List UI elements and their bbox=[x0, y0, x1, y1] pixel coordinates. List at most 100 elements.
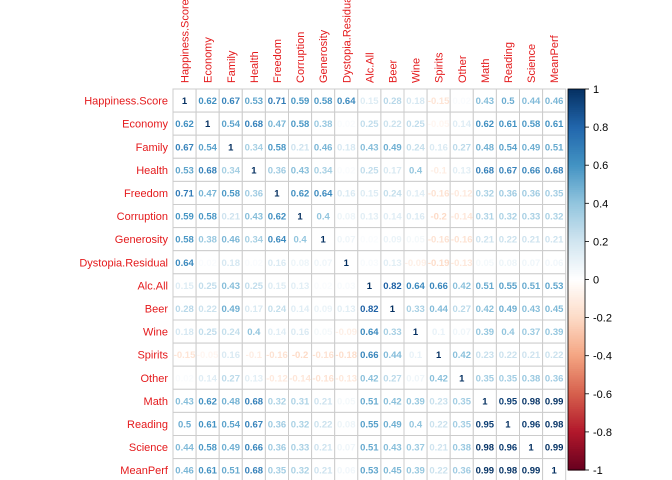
colorbar-segment bbox=[568, 447, 585, 450]
color-legend: 1 0.8 0.6 0.4 0.2 0 -0.2 -0.4 -0.6 -0.8 -1 bbox=[567, 84, 612, 477]
cell-value: 0.23 bbox=[429, 396, 448, 407]
cell-value: 0.13 bbox=[245, 373, 264, 384]
cell-value: 1 bbox=[482, 396, 488, 407]
cell-value: 0.27 bbox=[383, 373, 402, 384]
cell-value: 0.43 bbox=[291, 165, 310, 176]
colorbar-segment bbox=[568, 169, 585, 172]
cell-value: 0.18 bbox=[175, 327, 194, 338]
cell-value: 0.48 bbox=[476, 142, 495, 153]
cell-value: 0.98 bbox=[545, 419, 564, 430]
colorbar-segment bbox=[568, 148, 585, 151]
cell-value: 0.61 bbox=[545, 119, 564, 130]
cell-value: 1 bbox=[459, 373, 465, 384]
cell-value: 0.07 bbox=[406, 373, 425, 384]
colorbar-segment bbox=[568, 218, 585, 222]
colorbar-segment bbox=[568, 269, 585, 273]
colorbar-segment bbox=[568, 245, 585, 248]
cell-value: 0.4 bbox=[247, 327, 261, 338]
cell-value: 0.09 bbox=[383, 235, 402, 246]
cell-value: 0.35 bbox=[476, 373, 495, 384]
colorbar-segment bbox=[568, 90, 585, 94]
colorbar-segment bbox=[568, 315, 585, 319]
colorbar-segment bbox=[568, 153, 585, 157]
colorbar-segment bbox=[568, 294, 585, 298]
cell-value: 0.21 bbox=[476, 235, 495, 246]
cell-value: 1 bbox=[228, 142, 234, 153]
colorbar-segment bbox=[568, 386, 585, 389]
column-label: Spirits bbox=[434, 52, 446, 83]
colorbar-segment bbox=[568, 414, 585, 418]
column-label: Alc.All bbox=[364, 52, 376, 83]
colorbar-segment bbox=[568, 468, 585, 471]
cell-value: 0.44 bbox=[429, 304, 448, 315]
cell-value: 0.32 bbox=[545, 212, 564, 223]
colorbar-segment bbox=[568, 281, 585, 284]
row-label: Economy bbox=[122, 119, 168, 131]
cell-value: 0.61 bbox=[198, 419, 217, 430]
cell-value: 0.98 bbox=[522, 396, 541, 407]
cell-value: 0.58 bbox=[314, 96, 333, 107]
colorbar-segment bbox=[568, 407, 585, 410]
cell-value: 0.43 bbox=[175, 396, 194, 407]
cell-value: -0.12 bbox=[266, 373, 288, 384]
cell-value: 0.44 bbox=[175, 443, 194, 454]
colorbar-segment bbox=[568, 329, 585, 332]
colorbar-segment bbox=[568, 384, 585, 387]
colorbar-segment bbox=[568, 449, 585, 452]
cell-value: 0.28 bbox=[383, 96, 402, 107]
cell-value: 0.4 bbox=[317, 212, 331, 223]
cell-value: 0.98 bbox=[499, 466, 518, 477]
cell-value: 0.71 bbox=[268, 96, 287, 107]
colorbar-segment bbox=[568, 146, 585, 149]
cell-value: 0.22 bbox=[545, 350, 564, 361]
cell-value: 0.42 bbox=[429, 373, 448, 384]
cell-value: 0.13 bbox=[360, 212, 379, 223]
colorbar-segment bbox=[568, 409, 585, 412]
colorbar-segment bbox=[568, 199, 585, 202]
colorbar-segment bbox=[568, 214, 585, 218]
cell-value: 0.18 bbox=[222, 258, 241, 269]
column-label: Health bbox=[249, 51, 261, 83]
colorbar-tick-label: 0.8 bbox=[593, 122, 608, 134]
cell-value: 0.21 bbox=[522, 350, 541, 361]
colorbar-segment bbox=[568, 456, 585, 460]
row-labels: Happiness.Score Economy Family Health Freedo… bbox=[79, 96, 169, 478]
colorbar-segment bbox=[568, 178, 585, 182]
colorbar-tick-label: 0.6 bbox=[593, 160, 608, 172]
colorbar-segment bbox=[568, 163, 585, 166]
colorbar-segment bbox=[568, 325, 585, 328]
cell-value: 0.25 bbox=[406, 119, 425, 130]
cell-value: 0.05 bbox=[337, 396, 356, 407]
colorbar-segment bbox=[568, 197, 585, 201]
cell-value: 0.59 bbox=[175, 212, 194, 223]
cell-value: 0.36 bbox=[522, 188, 541, 199]
colorbar-segment bbox=[568, 357, 585, 361]
colorbar-segment bbox=[568, 351, 585, 355]
colorbar-segment bbox=[568, 89, 585, 92]
colorbar-segment bbox=[568, 115, 585, 119]
cell-value: 0.54 bbox=[499, 142, 518, 153]
cell-value: 0.43 bbox=[245, 212, 264, 223]
row-label: Freedom bbox=[124, 188, 168, 200]
cell-value: 0.82 bbox=[360, 304, 379, 315]
cell-value: 0.64 bbox=[314, 188, 333, 199]
cell-value: 0.28 bbox=[175, 304, 194, 315]
cell-value: 1 bbox=[390, 304, 396, 315]
colorbar-segment bbox=[568, 412, 585, 416]
cell-value: 0.38 bbox=[198, 235, 217, 246]
cell-value: 0.53 bbox=[545, 281, 564, 292]
cell-value: 0.62 bbox=[175, 119, 194, 130]
cell-value: 0.43 bbox=[222, 281, 241, 292]
cell-value: -0.13 bbox=[451, 258, 473, 269]
cell-value: 0.05 bbox=[406, 235, 425, 246]
colorbar-segment bbox=[568, 365, 585, 368]
cell-value: 0.45 bbox=[545, 304, 564, 315]
cell-value: 0.22 bbox=[314, 419, 333, 430]
colorbar-segment bbox=[568, 195, 585, 199]
cell-value: 0.44 bbox=[383, 350, 402, 361]
colorbar-segment bbox=[568, 157, 585, 161]
colorbar-segment bbox=[568, 209, 585, 212]
cell-value: 0.36 bbox=[268, 419, 287, 430]
cell-value: 0.49 bbox=[522, 142, 541, 153]
cell-value: 0.53 bbox=[360, 466, 379, 477]
